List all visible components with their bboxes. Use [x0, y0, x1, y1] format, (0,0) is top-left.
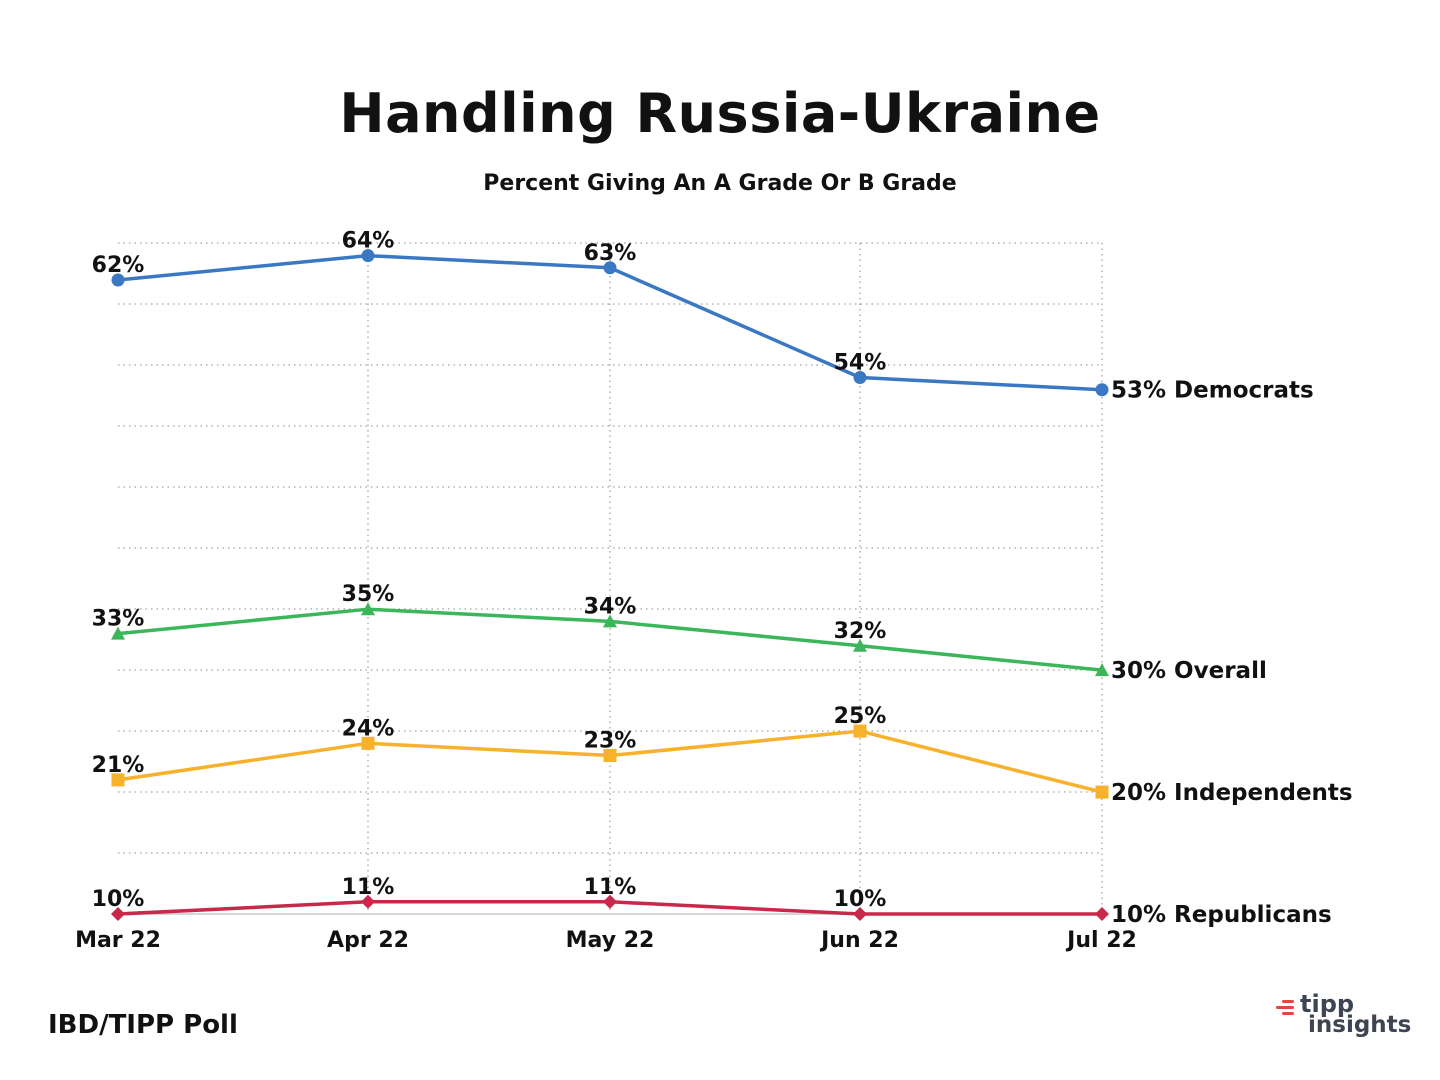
- data-point-overall: [1095, 663, 1109, 677]
- data-point-independents: [853, 724, 867, 738]
- data-point-republicans: [603, 894, 617, 909]
- logo-word-tipp: tipp: [1300, 990, 1355, 1018]
- data-point-independents: [361, 736, 375, 750]
- chart-title: Handling Russia-Ukraine: [339, 82, 1101, 145]
- data-point-democrats: [111, 273, 125, 287]
- data-point-democrats: [603, 261, 617, 275]
- data-label-democrats: 64%: [342, 229, 395, 254]
- data-point-democrats: [361, 249, 375, 263]
- data-label-overall: 33%: [92, 607, 145, 632]
- tipp-insights-logo: tipp insights: [1272, 990, 1412, 1044]
- data-label-independents: 21%: [92, 753, 145, 778]
- data-label-overall: 34%: [584, 594, 637, 619]
- data-label-republicans: 11%: [342, 875, 395, 900]
- data-label-republicans: 10%: [834, 887, 887, 912]
- data-point-overall: [111, 626, 125, 640]
- data-point-republicans: [111, 907, 125, 921]
- data-label-democrats: 54%: [834, 351, 887, 376]
- data-point-overall: [361, 602, 375, 616]
- end-label-democrats: 53% Democrats: [1111, 378, 1314, 404]
- x-tick-label: Jun 22: [819, 928, 899, 953]
- data-label-democrats: 62%: [92, 253, 145, 278]
- stripes-icon: [1274, 1000, 1296, 1016]
- data-label-overall: 32%: [834, 619, 887, 644]
- data-point-republicans: [361, 894, 375, 909]
- chart-subtitle: Percent Giving An A Grade Or B Grade: [483, 171, 957, 196]
- data-label-overall: 35%: [342, 582, 395, 607]
- data-point-democrats: [1095, 383, 1109, 397]
- data-label-democrats: 63%: [584, 241, 637, 266]
- source-label: IBD/TIPP Poll: [48, 1010, 238, 1040]
- data-label-independents: 24%: [342, 716, 395, 741]
- data-label-republicans: 10%: [92, 887, 145, 912]
- data-point-overall: [603, 614, 617, 628]
- data-label-republicans: 11%: [584, 875, 637, 900]
- data-point-republicans: [1095, 907, 1109, 921]
- logo-word-insights: insights: [1308, 1012, 1412, 1038]
- x-tick-label: Apr 22: [327, 928, 409, 953]
- end-label-republicans: 10% Republicans: [1111, 902, 1332, 928]
- data-point-overall: [853, 638, 867, 652]
- end-label-overall: 30% Overall: [1111, 658, 1267, 684]
- data-label-independents: 23%: [584, 729, 637, 754]
- end-label-independents: 20% Independents: [1111, 780, 1353, 806]
- data-point-republicans: [853, 907, 867, 921]
- x-tick-label: Jul 22: [1065, 928, 1137, 953]
- data-point-democrats: [853, 371, 867, 385]
- x-tick-label: May 22: [566, 928, 655, 953]
- data-point-independents: [111, 773, 125, 787]
- data-point-independents: [1095, 785, 1109, 799]
- data-label-independents: 25%: [834, 704, 887, 729]
- data-point-independents: [603, 749, 617, 762]
- x-tick-label: Mar 22: [75, 928, 161, 953]
